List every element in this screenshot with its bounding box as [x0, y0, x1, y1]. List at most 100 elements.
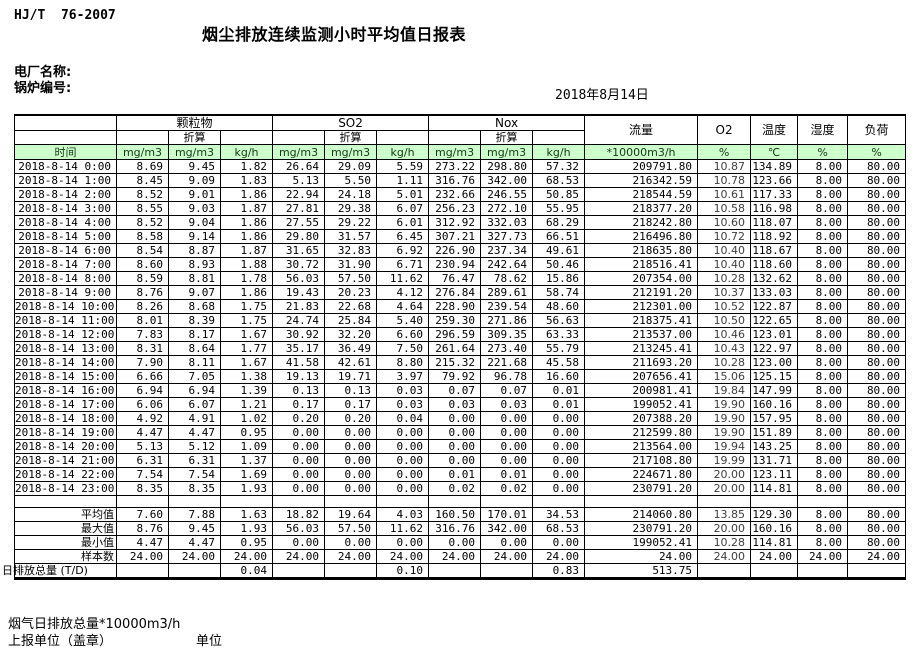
header-empty-cell: [376, 130, 430, 145]
value-cell: 0.00: [376, 481, 430, 496]
table-row: 2018-8-14 15:00 6.66 7.05 1.38 19.13 19.71 3.9…: [14, 369, 907, 384]
value-cell: 80.00: [847, 201, 907, 216]
value-cell: 30.72: [272, 257, 326, 272]
value-cell: 221.68: [480, 355, 534, 370]
value-cell: 0.00: [376, 535, 430, 550]
value-cell: 80.00: [847, 299, 907, 314]
value-cell: 56.03: [272, 521, 326, 536]
value-cell: 10.72: [697, 229, 752, 244]
value-cell: 327.73: [480, 229, 534, 244]
table-row-label: 2018-8-14 3:00: [14, 201, 117, 216]
value-cell: 1.69: [219, 467, 274, 482]
value-cell: 8.68: [168, 299, 221, 314]
value-cell: 34.53: [532, 507, 586, 522]
value-cell: 19.94: [697, 439, 752, 454]
value-cell: 8.00: [797, 439, 849, 454]
value-cell: 0.00: [428, 425, 482, 440]
value-cell: 32.20: [324, 327, 378, 342]
value-cell: 1.86: [219, 187, 274, 202]
value-cell: 0.00: [324, 467, 378, 482]
value-cell: 8.01: [116, 313, 169, 328]
header-empty-cell: [219, 130, 274, 145]
value-cell: 6.92: [376, 243, 430, 258]
value-cell: 29.80: [272, 229, 326, 244]
unit-cell-temp: ℃: [750, 144, 799, 160]
value-cell: 5.13: [116, 439, 169, 454]
value-cell: 41.58: [272, 355, 326, 370]
value-cell: 24.00: [532, 549, 586, 564]
value-cell: 513.75: [584, 563, 699, 580]
value-cell: 1.11: [376, 173, 430, 188]
value-cell: 1.63: [219, 507, 274, 522]
value-cell: 8.17: [168, 327, 221, 342]
value-cell: 27.55: [272, 215, 326, 230]
converted-label-nox: 折算: [480, 130, 534, 145]
value-cell: 125.15: [750, 369, 799, 384]
value-cell: 0.01: [428, 467, 482, 482]
value-cell: 116.98: [750, 201, 799, 216]
value-cell: 0.00: [428, 453, 482, 468]
table-row-label: 2018-8-14 9:00: [14, 285, 117, 300]
value-cell: 10.58: [697, 201, 752, 216]
value-cell: 342.00: [480, 173, 534, 188]
value-cell: 0.01: [480, 467, 534, 482]
value-cell: 55.79: [532, 341, 586, 356]
value-cell: 48.60: [532, 299, 586, 314]
value-cell: 6.94: [116, 383, 169, 398]
value-cell: [376, 495, 430, 508]
value-cell: 0.20: [324, 411, 378, 426]
value-cell: 24.00: [697, 549, 752, 564]
time-column-header: 时间: [14, 144, 117, 160]
value-cell: 0.00: [376, 467, 430, 482]
value-cell: 1.87: [219, 243, 274, 258]
value-cell: 230.94: [428, 257, 482, 272]
value-cell: 8.00: [797, 229, 849, 244]
value-cell: 0.00: [532, 535, 586, 550]
value-cell: 9.03: [168, 201, 221, 216]
value-cell: 129.30: [750, 507, 799, 522]
table-row: 2018-8-14 0:00 8.69 9.45 1.82 26.64 29.09 5.59…: [14, 159, 907, 174]
value-cell: 29.38: [324, 201, 378, 216]
value-cell: [584, 495, 699, 508]
table-row: 2018-8-14 10:00 8.26 8.68 1.75 21.83 22.68 4.6…: [14, 299, 907, 314]
value-cell: 8.93: [168, 257, 221, 272]
value-cell: 214060.80: [584, 507, 699, 522]
value-cell: 0.03: [376, 383, 430, 398]
value-cell: 24.00: [324, 549, 378, 564]
value-cell: 8.31: [116, 341, 169, 356]
value-cell: 0.10: [376, 563, 430, 580]
value-cell: 246.55: [480, 187, 534, 202]
value-cell: 80.00: [847, 411, 907, 426]
value-cell: 216496.80: [584, 229, 699, 244]
value-cell: 80.00: [847, 215, 907, 230]
value-cell: 68.29: [532, 215, 586, 230]
standard-code: HJ/T 76-2007: [14, 8, 116, 23]
value-cell: 18.82: [272, 507, 326, 522]
value-cell: 80.00: [847, 285, 907, 300]
value-cell: 0.00: [532, 467, 586, 482]
unit-cell-pm-converted: mg/m3: [168, 144, 221, 160]
table-row: 2018-8-14 13:00 8.31 8.64 1.77 35.17 36.49 7.5…: [14, 341, 907, 356]
summary-row-min: 最小值 4.47 4.47 0.95 0.00 0.00 0.00 0.00 0.00 0.00 1…: [14, 535, 907, 550]
value-cell: 218544.59: [584, 187, 699, 202]
value-cell: 30.92: [272, 327, 326, 342]
table-row-label: 2018-8-14 23:00: [14, 481, 117, 496]
value-cell: 8.64: [168, 341, 221, 356]
value-cell: 0.00: [272, 439, 326, 454]
value-cell: 80.00: [847, 313, 907, 328]
value-cell: 6.31: [168, 453, 221, 468]
value-cell: [428, 495, 482, 508]
value-cell: 80.00: [847, 481, 907, 496]
header-units-row: 时间 mg/m3 mg/m3 kg/h mg/m3 mg/m3 kg/h mg/…: [14, 144, 907, 160]
value-cell: 8.76: [116, 521, 169, 536]
value-cell: 0.02: [480, 481, 534, 496]
value-cell: 8.35: [116, 481, 169, 496]
table-row: 2018-8-14 5:00 8.58 9.14 1.86 29.80 31.57 6.45…: [14, 229, 907, 244]
value-cell: 1.93: [219, 481, 274, 496]
value-cell: [697, 495, 752, 508]
value-cell: 8.54: [116, 243, 169, 258]
value-cell: 7.54: [116, 467, 169, 482]
value-cell: 22.68: [324, 299, 378, 314]
unit-cell-so2-rate: kg/h: [376, 144, 430, 160]
value-cell: 0.00: [324, 453, 378, 468]
